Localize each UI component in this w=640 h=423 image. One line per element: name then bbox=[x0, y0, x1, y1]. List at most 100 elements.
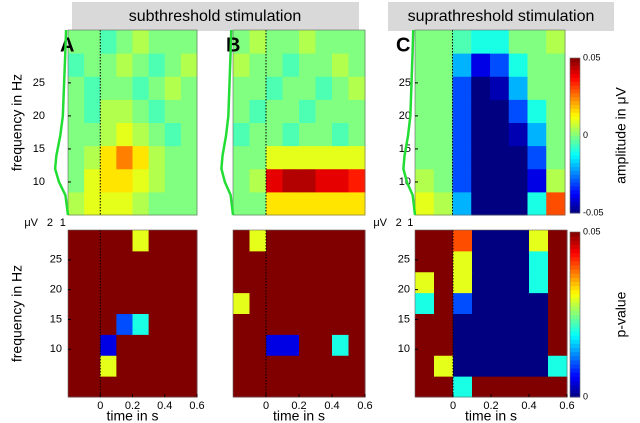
heat-cell bbox=[100, 145, 117, 170]
spectrum-line bbox=[220, 29, 235, 216]
heat-cell bbox=[510, 355, 530, 377]
colorbar-step bbox=[570, 147, 580, 152]
heat-cell bbox=[548, 271, 568, 294]
heat-cell bbox=[132, 376, 150, 398]
heat-cell bbox=[233, 355, 250, 377]
colorbar-step bbox=[570, 96, 580, 102]
heat-cell bbox=[164, 250, 182, 273]
heat-cell bbox=[266, 230, 283, 252]
x-tick-label: 0 bbox=[450, 400, 456, 412]
heat-cell bbox=[249, 76, 267, 100]
heat-cell bbox=[546, 168, 566, 193]
heat-cell bbox=[68, 271, 85, 294]
colorbar-step bbox=[570, 273, 580, 278]
heat-cell bbox=[100, 292, 117, 314]
heat-cell bbox=[299, 30, 316, 54]
heat-cell bbox=[332, 122, 349, 147]
colorbar-step bbox=[570, 302, 580, 307]
colorbar-step bbox=[570, 351, 580, 357]
heat-cell bbox=[116, 99, 133, 123]
colorbar-step bbox=[570, 100, 580, 105]
heat-cell bbox=[510, 376, 530, 398]
heat-cell bbox=[490, 122, 510, 147]
heat-cell bbox=[180, 99, 198, 123]
y-tick-label: 15 bbox=[398, 313, 410, 325]
colorbar-label: amplitude in μV bbox=[613, 86, 629, 183]
x-tick-label: 0.6 bbox=[559, 400, 574, 412]
spectrum-tick-label: 2 bbox=[47, 217, 53, 229]
heat-cell bbox=[249, 250, 267, 273]
heat-cell bbox=[299, 355, 316, 377]
colorbar-step bbox=[570, 65, 580, 71]
panel-letter: B bbox=[226, 34, 240, 56]
heat-cell bbox=[433, 30, 453, 54]
spectrum-label: μV bbox=[24, 217, 38, 229]
colorbar-step bbox=[570, 154, 580, 160]
heat-cell bbox=[491, 355, 511, 377]
heat-cell bbox=[249, 292, 267, 314]
colorbar-step bbox=[570, 285, 580, 291]
y-tick-label: 15 bbox=[33, 143, 45, 155]
heat-cell bbox=[249, 230, 267, 252]
heat-cell bbox=[233, 250, 250, 273]
heat-cell bbox=[491, 334, 511, 356]
heat-cell bbox=[453, 355, 473, 377]
heat-cell bbox=[529, 292, 549, 314]
heat-cell bbox=[282, 145, 300, 170]
heat-cell bbox=[164, 53, 182, 77]
heat-cell bbox=[453, 313, 473, 335]
heat-cell bbox=[415, 122, 435, 147]
heat-cell bbox=[415, 53, 435, 77]
heat-cell bbox=[527, 53, 547, 77]
heat-cell bbox=[84, 271, 101, 294]
colorbar-step bbox=[570, 209, 580, 214]
heat-cell bbox=[299, 53, 316, 77]
heat-cell bbox=[68, 313, 85, 335]
heat-cell bbox=[452, 30, 472, 54]
heat-cell bbox=[164, 230, 182, 252]
heat-cell bbox=[490, 168, 510, 193]
heat-cell bbox=[332, 271, 349, 294]
colorbar-tick-label: -0.05 bbox=[583, 207, 604, 217]
heat-cell bbox=[332, 76, 349, 100]
heat-cell bbox=[249, 376, 267, 398]
heat-cell bbox=[180, 122, 198, 147]
heat-cell bbox=[132, 334, 150, 356]
colorbar-step bbox=[570, 135, 580, 140]
heat-cell bbox=[233, 292, 250, 314]
header-box bbox=[388, 2, 614, 31]
heat-cell bbox=[415, 355, 435, 377]
heat-cell bbox=[548, 292, 568, 314]
heat-cell bbox=[315, 271, 333, 294]
colorbar-step bbox=[570, 281, 580, 287]
heat-cell bbox=[299, 122, 316, 147]
heat-cell bbox=[348, 376, 366, 398]
heat-cell bbox=[180, 30, 198, 54]
heat-cell bbox=[415, 250, 435, 273]
colorbar-step bbox=[570, 384, 580, 390]
colorbar-step bbox=[570, 185, 580, 191]
heat-cell bbox=[433, 168, 453, 193]
heat-cell bbox=[471, 30, 491, 54]
colorbar-step bbox=[570, 277, 580, 282]
heat-cell bbox=[233, 30, 250, 54]
heat-cell bbox=[315, 122, 333, 147]
heat-cell bbox=[148, 376, 166, 398]
heat-cell bbox=[415, 230, 435, 252]
heat-cell bbox=[491, 376, 511, 398]
header-box bbox=[72, 2, 359, 31]
heat-cell bbox=[315, 30, 333, 54]
heat-cell bbox=[508, 145, 528, 170]
heat-cell bbox=[148, 76, 166, 100]
heat-cell bbox=[434, 250, 454, 273]
heat-cell bbox=[100, 99, 117, 123]
heat-cell bbox=[299, 168, 316, 193]
heat-cell bbox=[433, 145, 453, 170]
colorbar-step bbox=[570, 174, 580, 179]
heat-cell bbox=[299, 313, 316, 335]
heat-cell bbox=[434, 334, 454, 356]
heat-cell bbox=[266, 145, 283, 170]
heat-cell bbox=[282, 271, 300, 294]
heat-cell bbox=[508, 122, 528, 147]
